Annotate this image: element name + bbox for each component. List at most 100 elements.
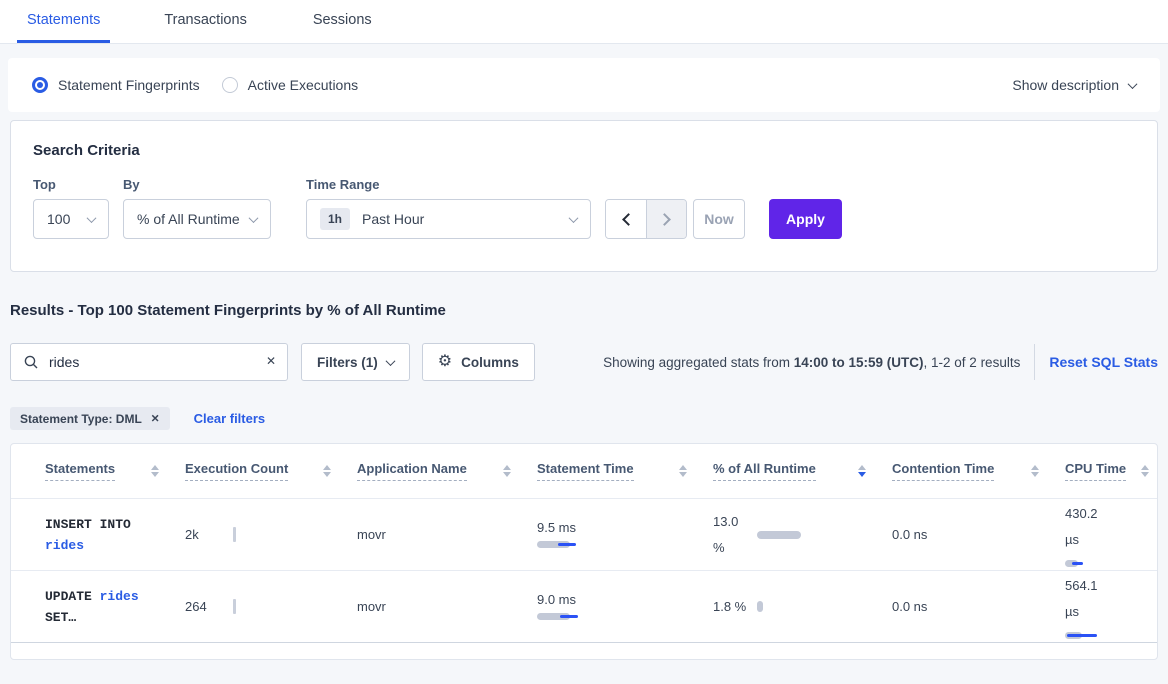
cpu-time-cell: 430.2 µs bbox=[1065, 501, 1157, 568]
chevron-down-icon bbox=[1127, 78, 1138, 89]
reset-sql-stats-link[interactable]: Reset SQL Stats bbox=[1049, 354, 1158, 370]
search-criteria-title: Search Criteria bbox=[33, 142, 140, 159]
prev-time-button[interactable] bbox=[606, 200, 646, 238]
radio-selected-icon bbox=[32, 77, 48, 93]
by-select[interactable]: % of All Runtime bbox=[123, 199, 271, 239]
table-body: INSERT INTO rides 2k movr 9.5 ms 13.0 % 0.0 n… bbox=[11, 499, 1157, 643]
sort-icon[interactable] bbox=[1141, 464, 1149, 478]
radio-unselected-icon bbox=[221, 77, 238, 93]
column-label: Contention Time bbox=[892, 461, 995, 481]
sort-icon[interactable] bbox=[1031, 464, 1039, 478]
cpu-time-value: 430.2 µs bbox=[1065, 506, 1098, 547]
execution-count-value: 264 bbox=[185, 599, 207, 614]
divider bbox=[1034, 344, 1036, 380]
clear-filters-link[interactable]: Clear filters bbox=[193, 411, 266, 426]
top-value: 100 bbox=[47, 211, 71, 227]
application-name-cell: movr bbox=[357, 527, 386, 542]
columns-button[interactable]: ⚙ Columns bbox=[421, 343, 535, 381]
column-label: Execution Count bbox=[185, 461, 289, 481]
column-header[interactable]: Statements bbox=[45, 461, 185, 481]
statement-text: INSERT INTO bbox=[45, 516, 131, 532]
execution-count-cell: 2k bbox=[185, 527, 357, 542]
latency-bar bbox=[1065, 558, 1113, 568]
chevron-left-icon bbox=[621, 212, 635, 226]
table-row: UPDATE rides SET… 264 movr 9.0 ms 1.8 % 0.0 n… bbox=[11, 571, 1157, 643]
time-range-label: Time Range bbox=[306, 177, 380, 192]
statement-text: SET… bbox=[45, 609, 77, 625]
column-header[interactable]: Contention Time bbox=[892, 461, 1065, 481]
cpu-time-value: 564.1 µs bbox=[1065, 578, 1098, 619]
clear-search-icon[interactable]: ✕ bbox=[265, 354, 276, 368]
show-description-toggle[interactable]: Show description bbox=[1012, 77, 1138, 93]
pct-runtime-bar bbox=[757, 601, 763, 612]
chevron-down-icon bbox=[248, 212, 259, 223]
statement-time-cell: 9.5 ms bbox=[537, 520, 713, 550]
contention-time-cell: 0.0 ns bbox=[892, 599, 928, 614]
search-box: ✕ bbox=[10, 343, 288, 381]
top-select[interactable]: 100 bbox=[33, 199, 109, 239]
view-mode-bar: Statement Fingerprints Active Executions… bbox=[8, 58, 1160, 112]
sort-icon[interactable] bbox=[323, 464, 331, 478]
chevron-down-icon bbox=[385, 355, 396, 366]
results-heading: Results - Top 100 Statement Fingerprints… bbox=[10, 302, 446, 319]
table-header: Statements Execution Count Application Nam… bbox=[11, 444, 1157, 499]
tab-transactions[interactable]: Transactions bbox=[164, 12, 247, 28]
time-range-badge: 1h bbox=[320, 208, 351, 230]
filters-label: Filters (1) bbox=[317, 354, 378, 370]
gear-icon: ⚙ bbox=[437, 353, 453, 370]
application-name-cell: movr bbox=[357, 599, 386, 614]
latency-bar bbox=[1065, 630, 1113, 640]
search-criteria-panel: Search Criteria Top 100 By % of All Runt… bbox=[10, 120, 1158, 272]
statement-cell[interactable]: INSERT INTO rides bbox=[45, 514, 173, 556]
pct-runtime-cell: 1.8 % bbox=[713, 594, 892, 620]
latency-bar bbox=[537, 540, 589, 550]
remove-filter-icon[interactable]: ✕ bbox=[150, 412, 160, 425]
radio-statement-fingerprints[interactable]: Statement Fingerprints bbox=[32, 77, 200, 93]
sort-icon[interactable] bbox=[503, 464, 511, 478]
column-header[interactable]: Application Name bbox=[357, 461, 537, 481]
sort-icon[interactable] bbox=[679, 464, 687, 478]
statement-table-link[interactable]: rides bbox=[99, 588, 139, 604]
chevron-down-icon bbox=[568, 212, 579, 223]
column-header[interactable]: CPU Time bbox=[1065, 461, 1157, 481]
statement-cell[interactable]: UPDATE rides SET… bbox=[45, 586, 173, 628]
pct-runtime-bar bbox=[757, 530, 801, 539]
statement-table-link[interactable]: rides bbox=[45, 537, 85, 553]
tab-sessions[interactable]: Sessions bbox=[312, 12, 372, 28]
now-button[interactable]: Now bbox=[693, 199, 745, 239]
time-nav-group bbox=[605, 199, 687, 239]
column-header[interactable]: Statement Time bbox=[537, 461, 713, 481]
column-label: Statements bbox=[45, 461, 116, 481]
chevron-right-icon bbox=[658, 212, 671, 226]
search-input[interactable] bbox=[11, 344, 287, 380]
radio-label: Active Executions bbox=[247, 77, 359, 93]
pct-runtime-cell: 13.0 % bbox=[713, 509, 892, 561]
by-value: % of All Runtime bbox=[137, 211, 240, 227]
radio-label: Statement Fingerprints bbox=[58, 77, 200, 93]
showing-range: 14:00 to 15:59 (UTC) bbox=[793, 354, 924, 370]
apply-button[interactable]: Apply bbox=[769, 199, 842, 239]
statement-time-value: 9.0 ms bbox=[537, 591, 577, 607]
sort-icon[interactable] bbox=[858, 464, 866, 478]
sort-icon[interactable] bbox=[151, 464, 159, 478]
statement-time-value: 9.5 ms bbox=[537, 519, 577, 535]
cpu-time-cell: 564.1 µs bbox=[1065, 573, 1157, 640]
column-label: CPU Time bbox=[1065, 461, 1127, 481]
pct-runtime-value: 13.0 % bbox=[713, 513, 739, 555]
filter-chip-row: Statement Type: DML ✕ Clear filters bbox=[10, 407, 1158, 430]
tab-statements[interactable]: Statements bbox=[17, 12, 111, 43]
column-header[interactable]: % of All Runtime bbox=[713, 461, 892, 481]
columns-label: Columns bbox=[461, 354, 519, 370]
execution-count-bar bbox=[233, 599, 236, 614]
next-time-button[interactable] bbox=[646, 200, 686, 238]
filter-chip-label: Statement Type: DML bbox=[20, 411, 142, 426]
time-range-select[interactable]: 1h Past Hour bbox=[306, 199, 591, 239]
column-header[interactable]: Execution Count bbox=[185, 461, 357, 481]
statements-table: Statements Execution Count Application Nam… bbox=[10, 443, 1158, 660]
column-label: % of All Runtime bbox=[713, 461, 816, 481]
showing-stats-text: Showing aggregated stats from 14:00 to 1… bbox=[603, 354, 1021, 370]
statement-time-cell: 9.0 ms bbox=[537, 592, 713, 622]
filters-button[interactable]: Filters (1) bbox=[301, 343, 410, 381]
latency-bar bbox=[537, 612, 589, 622]
radio-active-executions[interactable]: Active Executions bbox=[221, 77, 359, 93]
